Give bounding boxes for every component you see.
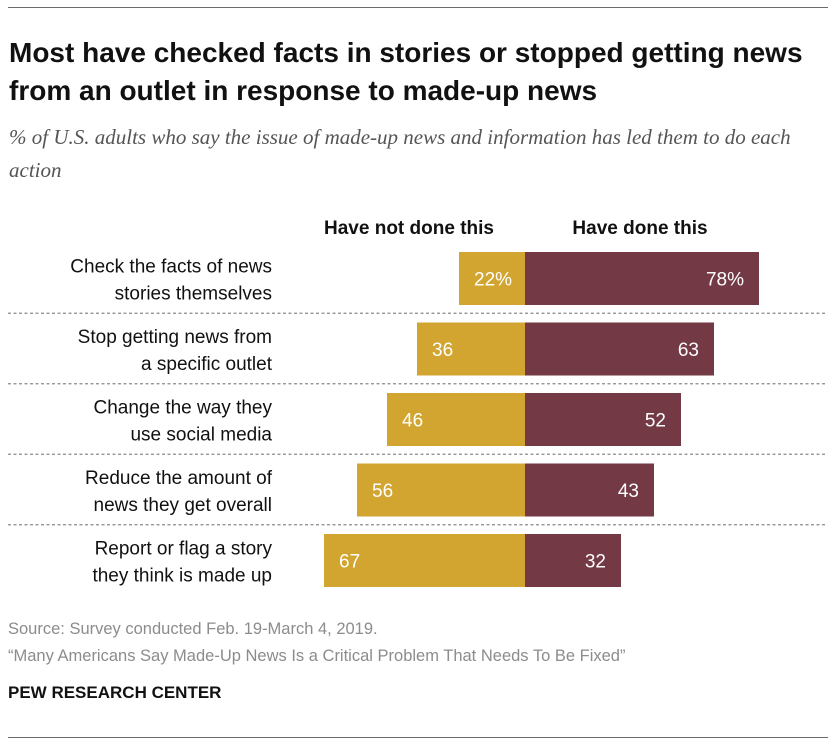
- category-label: Change the way they: [93, 398, 272, 419]
- value-label-have-not-done: 36: [432, 340, 453, 361]
- value-label-have-not-done: 56: [372, 481, 393, 502]
- category-label: Check the facts of news: [70, 257, 272, 278]
- top-rule: [8, 7, 828, 8]
- value-label-have-not-done: 22%: [474, 270, 512, 291]
- value-label-have-not-done: 46: [402, 411, 423, 432]
- report-title: “Many Americans Say Made-Up News Is a Cr…: [8, 647, 626, 665]
- bar-have-done: [525, 534, 621, 587]
- source-note: Source: Survey conducted Feb. 19-March 4…: [8, 620, 378, 638]
- legend-have-not-done: Have not done this: [324, 218, 494, 239]
- bar-have-not-done: [459, 252, 525, 305]
- value-label-have-not-done: 67: [339, 552, 360, 573]
- legend-have-done: Have done this: [572, 218, 707, 239]
- value-label-have-done: 78%: [706, 270, 744, 291]
- bar-have-done: [525, 322, 714, 376]
- category-label: Reduce the amount of: [85, 468, 273, 489]
- value-label-have-done: 52: [645, 411, 666, 432]
- category-label: news they get overall: [94, 495, 273, 516]
- bar-have-not-done: [357, 463, 525, 517]
- chart-title: Most have checked facts in stories or st…: [9, 37, 803, 106]
- category-label: Report or flag a story: [95, 539, 273, 560]
- bar-have-not-done: [324, 534, 525, 587]
- bar-have-not-done: [417, 322, 525, 376]
- bar-have-done: [525, 463, 654, 517]
- category-label: Stop getting news from: [78, 327, 272, 348]
- value-label-have-done: 43: [618, 481, 639, 502]
- category-label: they think is made up: [92, 566, 272, 587]
- category-label: use social media: [130, 425, 272, 446]
- bar-have-not-done: [387, 393, 525, 446]
- bar-have-done: [525, 252, 759, 305]
- value-label-have-done: 63: [678, 340, 699, 361]
- organization-name: PEW RESEARCH CENTER: [8, 683, 222, 702]
- bottom-rule: [8, 737, 828, 738]
- bar-have-done: [525, 393, 681, 446]
- diverging-bar-chart: Have not done this Have done this Check th…: [8, 218, 827, 587]
- category-label: a specific outlet: [141, 354, 273, 375]
- category-label: stories themselves: [115, 284, 272, 305]
- value-label-have-done: 32: [585, 552, 606, 573]
- chart-subtitle: % of U.S. adults who say the issue of ma…: [9, 125, 791, 182]
